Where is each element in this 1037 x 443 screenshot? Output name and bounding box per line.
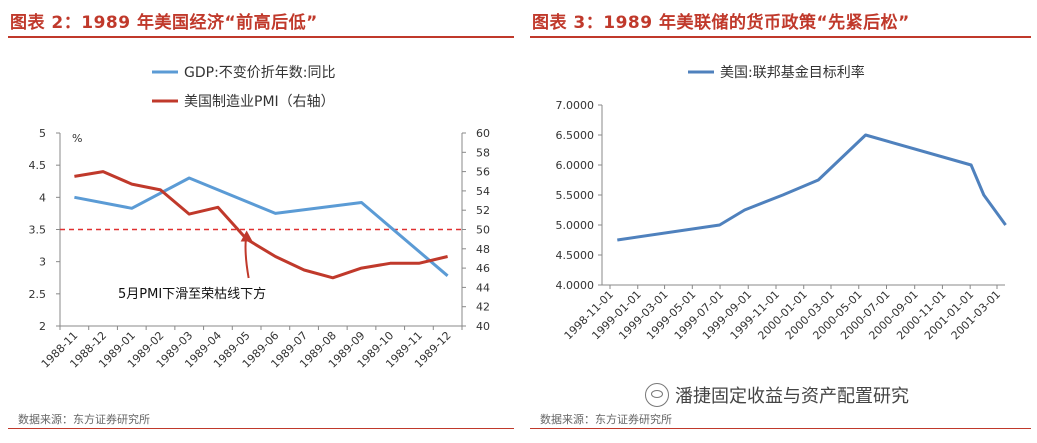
left-chart-svg: 54.543.532.52% 60585654525048464442401988… xyxy=(29,65,491,371)
pmi-series-line xyxy=(74,170,448,280)
right-tick-label: 40 xyxy=(476,320,490,333)
legend-pmi-label: 美国制造业PMI（右轴） xyxy=(184,94,335,110)
left-tick-label: 4.5 xyxy=(29,159,47,172)
fed-rate-series-line xyxy=(617,133,1007,242)
watermark: 潘捷固定收益与资产配置研究 xyxy=(645,382,909,408)
watermark-text: 潘捷固定收益与资产配置研究 xyxy=(675,386,909,407)
right-tick-label: 50 xyxy=(476,224,490,237)
right-title-rule xyxy=(530,36,1031,38)
right-chart-panel: 图表 3：1989 年美联储的货币政策“先紧后松” 7.0000 6.5000 6.… xyxy=(522,0,1037,443)
legend-gdp-label: GDP:不变价折年数:同比 xyxy=(184,65,336,81)
right-chart-title: 图表 3：1989 年美联储的货币政策“先紧后松” xyxy=(532,13,910,33)
left-tick-label: 4 xyxy=(39,191,46,204)
y-tick-label: 6.5000 xyxy=(556,129,595,142)
wechat-icon xyxy=(645,383,669,407)
left-source-rule xyxy=(8,428,514,429)
right-source-note: 数据来源：东方证券研究所 xyxy=(540,413,672,426)
legend-fed-rate-label: 美国:联邦基金目标利率 xyxy=(720,64,865,81)
left-tick-label: 5 xyxy=(39,127,46,140)
left-source-note: 数据来源：东方证券研究所 xyxy=(18,413,150,426)
left-tick-label: 3.5 xyxy=(29,224,47,237)
left-axis-unit: % xyxy=(72,132,82,145)
right-tick-label: 42 xyxy=(476,301,490,314)
y-tick-label: 4.5000 xyxy=(556,249,595,262)
left-tick-label: 2 xyxy=(39,320,46,333)
right-tick-label: 54 xyxy=(476,185,490,198)
left-chart-panel: 图表 2：1989 年美国经济“前高后低” 5 4.5 4 3.5 3 2.5 2% 60 58… xyxy=(8,13,514,429)
annotation-arrow-head xyxy=(240,230,253,242)
y-tick-label: 4.0000 xyxy=(556,279,595,292)
gdp-series-line xyxy=(74,176,449,277)
left-tick-label: 2.5 xyxy=(29,288,47,301)
y-tick-label: 6.0000 xyxy=(556,159,595,172)
left-chart-title: 图表 2：1989 年美国经济“前高后低” xyxy=(10,13,318,33)
right-tick-label: 46 xyxy=(476,262,490,275)
right-tick-label: 56 xyxy=(476,166,490,179)
right-tick-label: 58 xyxy=(476,146,490,159)
right-source-rule xyxy=(530,428,1031,429)
right-tick-label: 52 xyxy=(476,204,490,217)
right-tick-label: 48 xyxy=(476,243,490,256)
right-chart-svg: 7.0000 6.5000 6.0000 5.5000 5.0000 4.5000 4.00… xyxy=(556,64,1007,342)
right-tick-label: 60 xyxy=(476,127,490,140)
y-tick-label: 5.5000 xyxy=(556,189,595,202)
left-tick-label: 3 xyxy=(39,256,46,269)
left-title-rule xyxy=(8,36,514,38)
annotation-text: 5月PMI下滑至荣枯线下方 xyxy=(118,286,266,302)
y-tick-label: 7.0000 xyxy=(556,99,595,112)
right-tick-label: 44 xyxy=(476,281,490,294)
y-tick-label: 5.0000 xyxy=(556,219,595,232)
